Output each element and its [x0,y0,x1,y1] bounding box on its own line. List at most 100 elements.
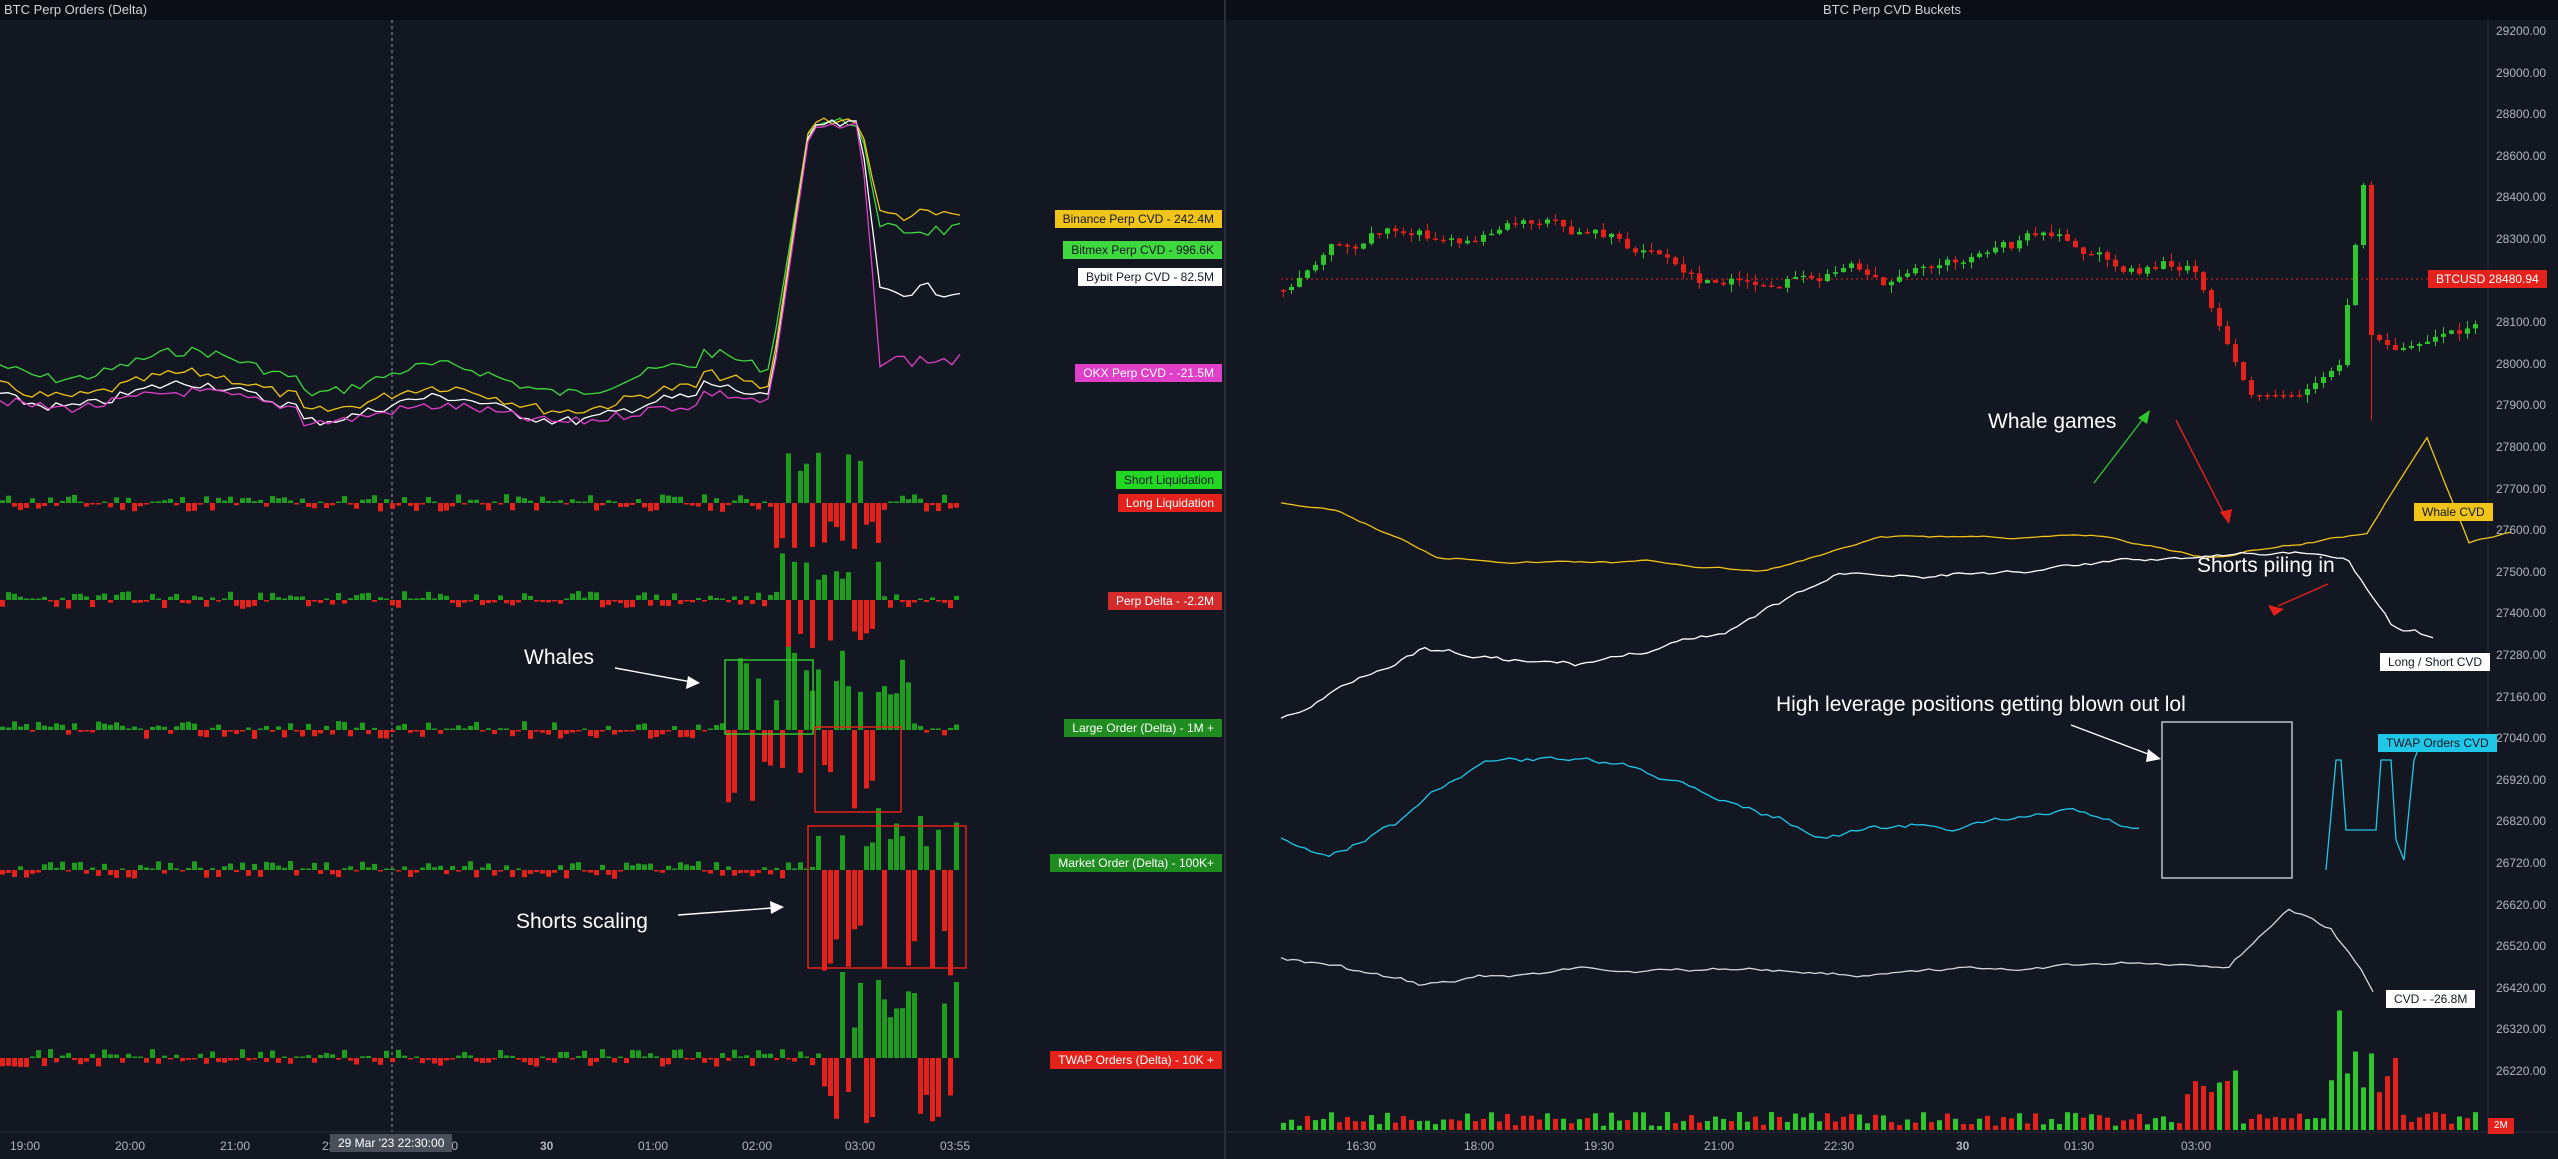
candle-body [2081,247,2086,254]
volume-bar [2049,1118,2054,1130]
histogram-bar [510,1055,515,1058]
volume-bar [2209,1091,2214,1130]
histogram-bar [774,591,779,600]
pane-divider[interactable] [1224,0,1226,1159]
price-tick-label: 26520.00 [2496,939,2547,954]
right-chart-canvas[interactable] [1226,0,2558,1159]
shorts-arrow [677,907,773,916]
candle-body [1985,252,1990,254]
liquidation-histogram [0,452,959,549]
candle-body [2281,395,2286,397]
histogram-bar [588,870,593,873]
histogram-bar [144,730,149,739]
histogram-bar [78,1058,83,1065]
volume-bar [1465,1113,1470,1130]
volume-bar [2001,1117,2006,1130]
left-chart-canvas[interactable] [0,0,1224,1159]
histogram-bar [234,870,239,873]
candle-body [1377,233,1382,235]
shorts-arrowhead [770,901,784,914]
histogram-bar [138,865,143,870]
histogram-bar [738,870,743,874]
histogram-bar [888,694,893,730]
candle-body [1569,226,1574,235]
histogram-bar [642,864,647,870]
histogram-bar [528,500,533,503]
binance-cvd-line [0,117,961,415]
volume-bar [2097,1115,2102,1130]
histogram-bar [342,600,347,604]
histogram-bar [174,593,179,600]
candle-body [2321,377,2326,383]
candle-body [1577,232,1582,235]
histogram-bar [732,870,737,876]
histogram-bar [504,865,509,870]
histogram-bar [516,600,521,603]
histogram-bar [630,730,635,732]
histogram-bar [846,454,851,503]
candle-body [2313,383,2318,389]
histogram-bar [816,1053,821,1058]
histogram-bar [108,724,113,730]
histogram-bar [594,730,599,738]
histogram-bar [366,730,371,735]
histogram-bar [528,595,533,600]
histogram-bar [318,870,323,874]
volume-bar [2025,1123,2030,1130]
histogram-bar [930,728,935,730]
histogram-bar [942,1003,947,1058]
volume-bar [2449,1123,2454,1130]
histogram-bar [222,1058,227,1063]
histogram-bar [144,600,149,602]
volume-bar [1689,1115,1694,1130]
histogram-bar [660,1058,665,1067]
histogram-bar [576,1055,581,1058]
candle-body [1681,264,1686,273]
large-order-histogram [0,646,959,809]
candle-body [2185,265,2190,271]
candle-body [1841,268,1846,273]
histogram-bar [540,1056,545,1058]
volume-bars [1281,1010,2478,1130]
histogram-bar [72,862,77,870]
histogram-bar [720,1053,725,1058]
shorts-arrow-right [2277,583,2329,607]
histogram-bar [912,870,917,942]
histogram-bar [96,595,101,600]
histogram-bar [378,870,383,872]
histogram-bar [294,1056,299,1058]
histogram-bar [438,593,443,600]
histogram-bar [6,1058,11,1066]
histogram-bar [702,870,707,872]
histogram-bar [54,723,59,730]
histogram-bar [60,597,65,600]
histogram-bar [918,725,923,730]
histogram-bar [168,498,173,503]
histogram-bar [504,1055,509,1058]
histogram-bar [612,730,617,735]
left-chart-pane[interactable]: BTC Perp Orders (Delta) Binance Perp CVD… [0,0,1224,1159]
histogram-bar [510,600,515,606]
candle-body [2425,341,2430,344]
histogram-bar [546,501,551,503]
leverage-arrow [2070,724,2157,758]
volume-bar [2441,1113,2446,1130]
histogram-bar [606,725,611,730]
whale-games-arrowhead-up [2138,410,2150,424]
candle-body [1961,262,1966,264]
histogram-bar [600,600,605,608]
right-chart-pane[interactable]: BTC Perp CVD Buckets 29200.00 29000.00 288… [1226,0,2558,1159]
histogram-bar [24,870,29,878]
histogram-bar [894,823,899,870]
candle-body [1321,255,1326,265]
histogram-bar [234,503,239,506]
histogram-bar [72,1058,77,1061]
volume-bar [1433,1124,1438,1130]
histogram-bar [282,730,287,738]
candle-body [1305,270,1310,278]
histogram-bar [342,496,347,503]
histogram-bar [864,600,869,634]
legend-tag: Bitmex Perp CVD - 996.6K [1063,241,1222,259]
histogram-bar [906,991,911,1058]
price-tick-label: 28000.00 [2496,356,2547,371]
